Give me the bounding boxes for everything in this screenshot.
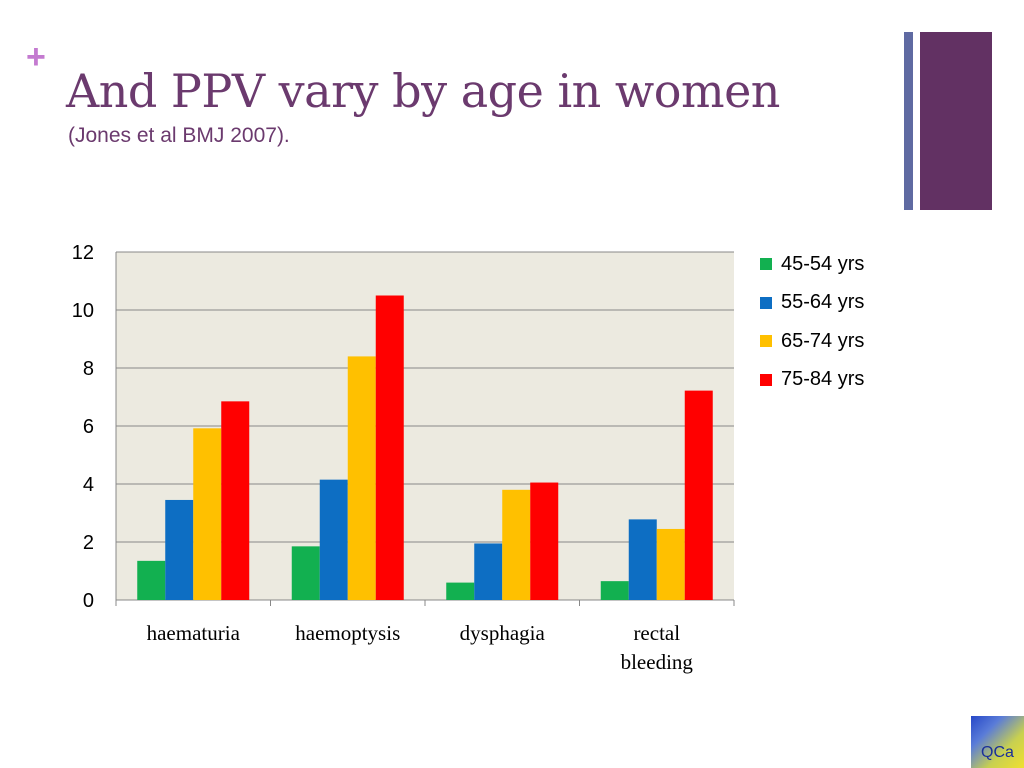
legend-item: 55-64 yrs [760,284,864,323]
legend-item: 65-74 yrs [760,322,864,361]
bar [375,295,404,600]
bar [600,581,629,600]
bar [656,528,685,600]
bar [165,499,194,600]
logo-text: QCa [981,744,1014,761]
bar [137,560,166,600]
legend-swatch [760,258,772,271]
slide-subtitle: (Jones et al BMJ 2007). [68,124,290,147]
bar [628,519,657,600]
bar [474,543,503,600]
chart-legend: 45-54 yrs 55-64 yrs 65-74 yrs 75-84 yrs [760,245,864,399]
legend-item: 75-84 yrs [760,361,864,400]
y-tick-label: 10 [72,300,94,322]
legend-swatch [760,335,772,348]
y-tick-label: 4 [83,474,94,496]
slide-title: And PPV vary by age in women [66,64,780,118]
x-tick-label: haemoptysis [295,621,400,645]
x-tick-label: bleeding [621,650,694,674]
bar [347,356,376,600]
legend-label: 45-54 yrs [781,252,865,275]
plus-icon: + [26,38,46,76]
bar [291,546,320,600]
qca-logo: QCa [971,716,1024,768]
bar [502,489,531,600]
bar [684,390,713,600]
bar [221,401,250,600]
decorative-bar-thin [904,32,913,210]
legend-swatch [760,296,772,309]
bar [193,428,222,600]
y-tick-label: 8 [83,358,94,380]
decorative-bar-thick [920,32,992,210]
y-tick-label: 6 [83,416,94,438]
bar [446,582,475,600]
bar [530,482,559,600]
legend-label: 75-84 yrs [781,368,865,391]
bar [319,479,348,600]
x-tick-label: rectal [633,621,680,645]
y-tick-label: 2 [83,532,94,554]
y-tick-label: 0 [83,590,94,612]
legend-label: 55-64 yrs [781,291,865,314]
y-tick-label: 12 [72,242,94,264]
legend-label: 65-74 yrs [781,329,865,352]
legend-swatch [760,373,772,386]
x-tick-label: dysphagia [460,621,546,645]
legend-item: 45-54 yrs [760,245,864,284]
x-tick-label: haematuria [147,621,241,645]
